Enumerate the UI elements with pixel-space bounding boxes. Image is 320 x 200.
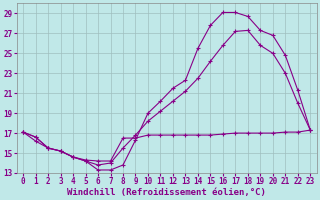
- X-axis label: Windchill (Refroidissement éolien,°C): Windchill (Refroidissement éolien,°C): [67, 188, 266, 197]
